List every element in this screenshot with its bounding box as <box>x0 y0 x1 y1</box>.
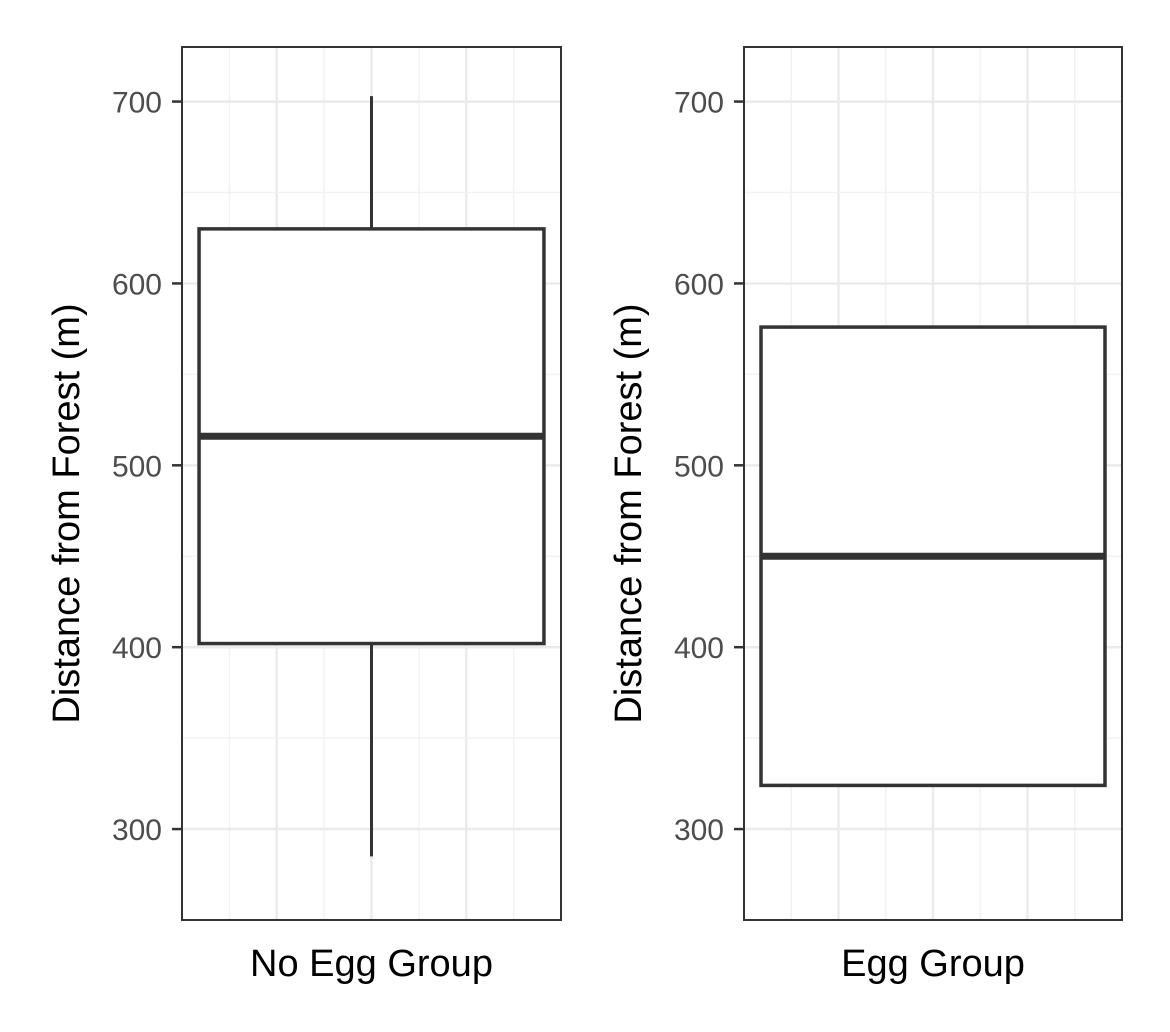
y-tick-label: 500 <box>674 450 724 483</box>
y-tick-label: 400 <box>674 632 724 665</box>
y-tick-label: 300 <box>112 814 162 847</box>
panel-2: 300 400 500 600 700 Distance from Forest (m) E… <box>608 46 1123 985</box>
panel-border <box>743 46 1123 921</box>
panel-border <box>181 46 562 921</box>
y-tick-label: 600 <box>674 268 724 301</box>
y-axis-title: Distance from Forest (m) <box>46 303 88 723</box>
y-tick-label: 300 <box>674 814 724 847</box>
x-axis-title: No Egg Group <box>250 943 493 985</box>
panel-1: 300 400 500 600 700 Distance from Forest (m) N… <box>46 46 562 985</box>
y-tick-label: 700 <box>112 87 162 120</box>
x-axis-title: Egg Group <box>841 943 1025 985</box>
y-tick-label: 700 <box>674 87 724 120</box>
y-axis-title: Distance from Forest (m) <box>608 303 650 723</box>
y-tick-label: 600 <box>112 268 162 301</box>
y-tick-label: 500 <box>112 450 162 483</box>
y-tick-label: 400 <box>112 632 162 665</box>
